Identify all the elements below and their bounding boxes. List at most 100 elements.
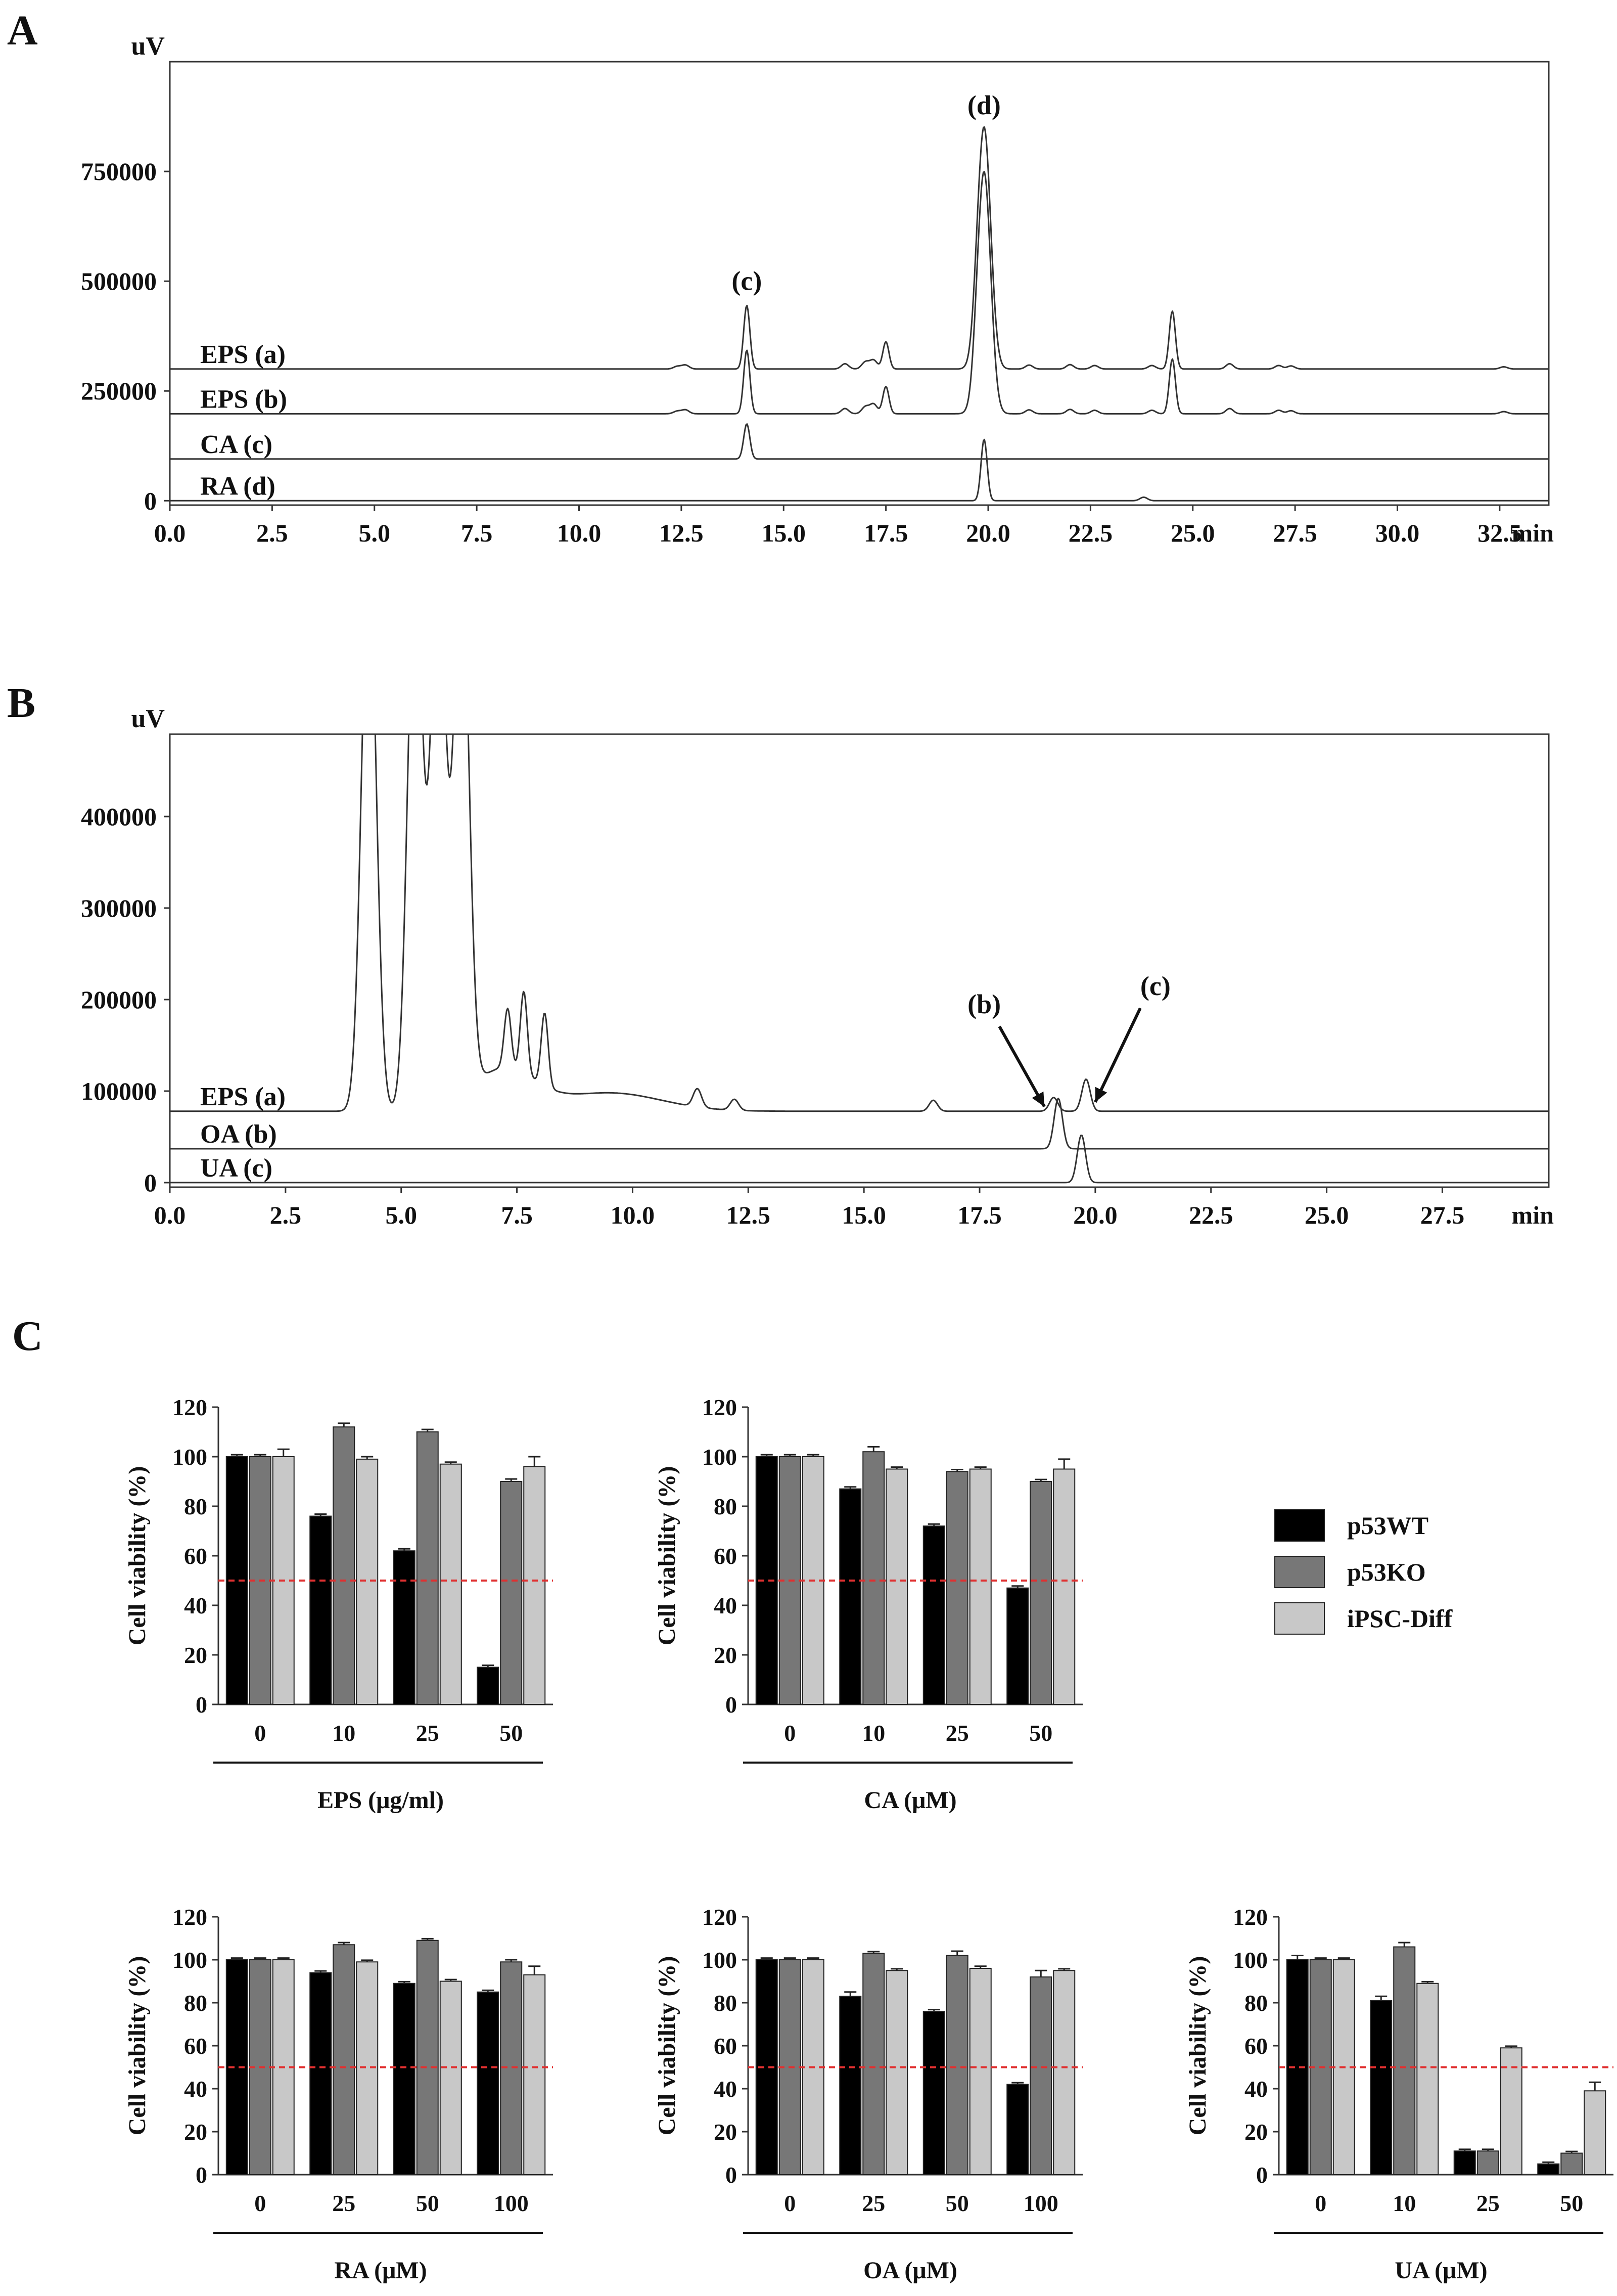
x-axis-label: EPS (μg/ml) [317, 1787, 444, 1814]
y-tick-label: 20 [714, 2119, 737, 2145]
bar-p53ko [416, 1940, 439, 2175]
y-tick-label: 750000 [81, 157, 157, 186]
bar-p53ko [1476, 2150, 1499, 2175]
x-tick-label: 2.5 [256, 519, 288, 547]
x-tick-label: 17.5 [864, 519, 908, 547]
bar-chart-ca-m: 0 20 40 60 80 100 120 Cell viability (%) 0 10 25 50… [654, 1394, 1083, 1814]
x-tick-label: 2.5 [270, 1201, 302, 1229]
y-tick-label: 80 [1244, 1990, 1268, 2016]
y-tick-label: 60 [184, 1543, 207, 1569]
bar-ipsc-diff [1500, 2047, 1522, 2175]
y-tick-label: 40 [714, 2076, 737, 2102]
bar-chart-ua-m: 0 20 40 60 80 100 120 Cell viability (%) 0 10 25 50… [1184, 1904, 1613, 2284]
trace-label-oa-b: OA (b) [200, 1120, 277, 1149]
category-label: 25 [416, 1720, 439, 1746]
y-tick-label: 100 [702, 1444, 737, 1470]
bar-p53ko [946, 1471, 968, 1705]
x-tick-label: 10.0 [611, 1201, 655, 1229]
category-label: 50 [416, 2190, 439, 2216]
y-axis-unit: uV [131, 32, 165, 61]
category-label: 10 [332, 1720, 355, 1746]
panel-a-letter: A [7, 7, 38, 54]
y-tick-label: 60 [714, 1543, 737, 1569]
bar-ipsc-diff [886, 1970, 908, 2175]
x-tick-label: 0.0 [154, 519, 186, 547]
bar-p53ko [1030, 1481, 1052, 1705]
category-label: 25 [1476, 2190, 1500, 2216]
bar-ipsc-diff [356, 1458, 379, 1705]
x-tick-label: 22.5 [1069, 519, 1113, 547]
category-label: 0 [1315, 2190, 1326, 2216]
x-tick-label: 27.5 [1420, 1201, 1465, 1229]
legend-label-p53ko: p53KO [1347, 1558, 1426, 1586]
category-label: 0 [784, 2190, 796, 2216]
trace-ca-c [170, 423, 1549, 460]
category-label: 100 [1024, 2190, 1058, 2216]
trace-label-eps-a: EPS (a) [200, 1083, 286, 1111]
x-tick-label: 5.0 [385, 1201, 417, 1229]
x-tick-label: 25.0 [1171, 519, 1215, 547]
y-tick-label: 0 [725, 1692, 737, 1718]
legend: p53WT p53KO iPSC-Diff [1274, 1509, 1453, 1635]
y-tick-label: 0 [725, 2162, 737, 2188]
x-tick-label: 15.0 [761, 519, 806, 547]
y-tick-label: 120 [702, 1394, 737, 1420]
x-tick-label: 25.0 [1305, 1201, 1349, 1229]
x-tick-label: 12.5 [726, 1201, 771, 1229]
bar-chart-ra-m: 0 20 40 60 80 100 120 Cell viability (%) 0 25 50 10… [124, 1904, 553, 2284]
y-tick-label: 80 [184, 1494, 207, 1519]
x-tick-label: 17.5 [957, 1201, 1002, 1229]
chromatogram-b: 0.0 2.5 5.0 7.5 10.0 12.5 15.0 17.5 20.0 22.5 25.0… [81, 704, 1554, 1229]
annotation-arrow [998, 1025, 1046, 1108]
y-tick-label: 100 [172, 1444, 207, 1470]
bar-p53wt [1453, 2150, 1476, 2175]
trace-label-eps-a: EPS (a) [200, 340, 286, 369]
x-axis-label: UA (μM) [1395, 2257, 1487, 2284]
y-tick-label: 120 [1233, 1904, 1268, 1930]
category-label: 10 [862, 1720, 885, 1746]
y-axis-label: Cell viability (%) [654, 1466, 680, 1646]
traces [170, 126, 1549, 502]
x-tick-label: 7.5 [461, 519, 493, 547]
x-tick-label: 20.0 [966, 519, 1010, 547]
bar-ipsc-diff [356, 1961, 379, 2175]
peak-label: (c) [1140, 971, 1171, 1001]
category-label: 0 [254, 2190, 266, 2216]
bar-p53ko [862, 1953, 885, 2175]
x-tick-label: 32.5 [1477, 519, 1522, 547]
x-axis-label: min [1512, 519, 1554, 547]
y-tick-label: 20 [184, 2119, 207, 2145]
legend-swatch-p53wt [1274, 1509, 1325, 1542]
bar-ipsc-diff [1584, 2090, 1606, 2175]
peak-label: (c) [731, 266, 762, 296]
bar-p53wt [1537, 2163, 1560, 2175]
category-label: 50 [946, 2190, 969, 2216]
y-axis-label: Cell viability (%) [124, 1466, 151, 1646]
bar-p53ko [500, 1961, 523, 2175]
x-axis-label: CA (μM) [864, 1787, 956, 1814]
y-tick-label: 40 [184, 1593, 207, 1618]
bar-p53wt [393, 1550, 415, 1705]
bar-ipsc-diff [1053, 1970, 1076, 2175]
trace-label-ra-d: RA (d) [200, 472, 275, 501]
y-tick-label: 80 [184, 1990, 207, 2016]
y-axis-label: Cell viability (%) [1184, 1956, 1211, 2136]
legend-label-p53wt: p53WT [1347, 1511, 1428, 1540]
y-tick-label: 80 [714, 1494, 737, 1519]
bar-p53wt [477, 1667, 499, 1705]
bar-chart-oa-m: 0 20 40 60 80 100 120 Cell viability (%) 0 25 50 10… [654, 1904, 1083, 2284]
arrow-head [1095, 1087, 1107, 1102]
category-label: 25 [332, 2190, 355, 2216]
bar-p53wt [839, 1488, 862, 1705]
bar-ipsc-diff [439, 1463, 462, 1705]
x-tick-label: 12.5 [659, 519, 704, 547]
bar-ipsc-diff [1053, 1468, 1076, 1705]
bar-p53ko [416, 1431, 439, 1705]
trace-label-ca-c: CA (c) [200, 430, 272, 459]
y-tick-label: 60 [184, 2033, 207, 2059]
bar-p53wt [839, 1996, 862, 2175]
trace-oa-b [170, 1097, 1549, 1150]
bar-p53ko [1560, 2152, 1583, 2175]
bar-p53ko [1393, 1946, 1416, 2175]
